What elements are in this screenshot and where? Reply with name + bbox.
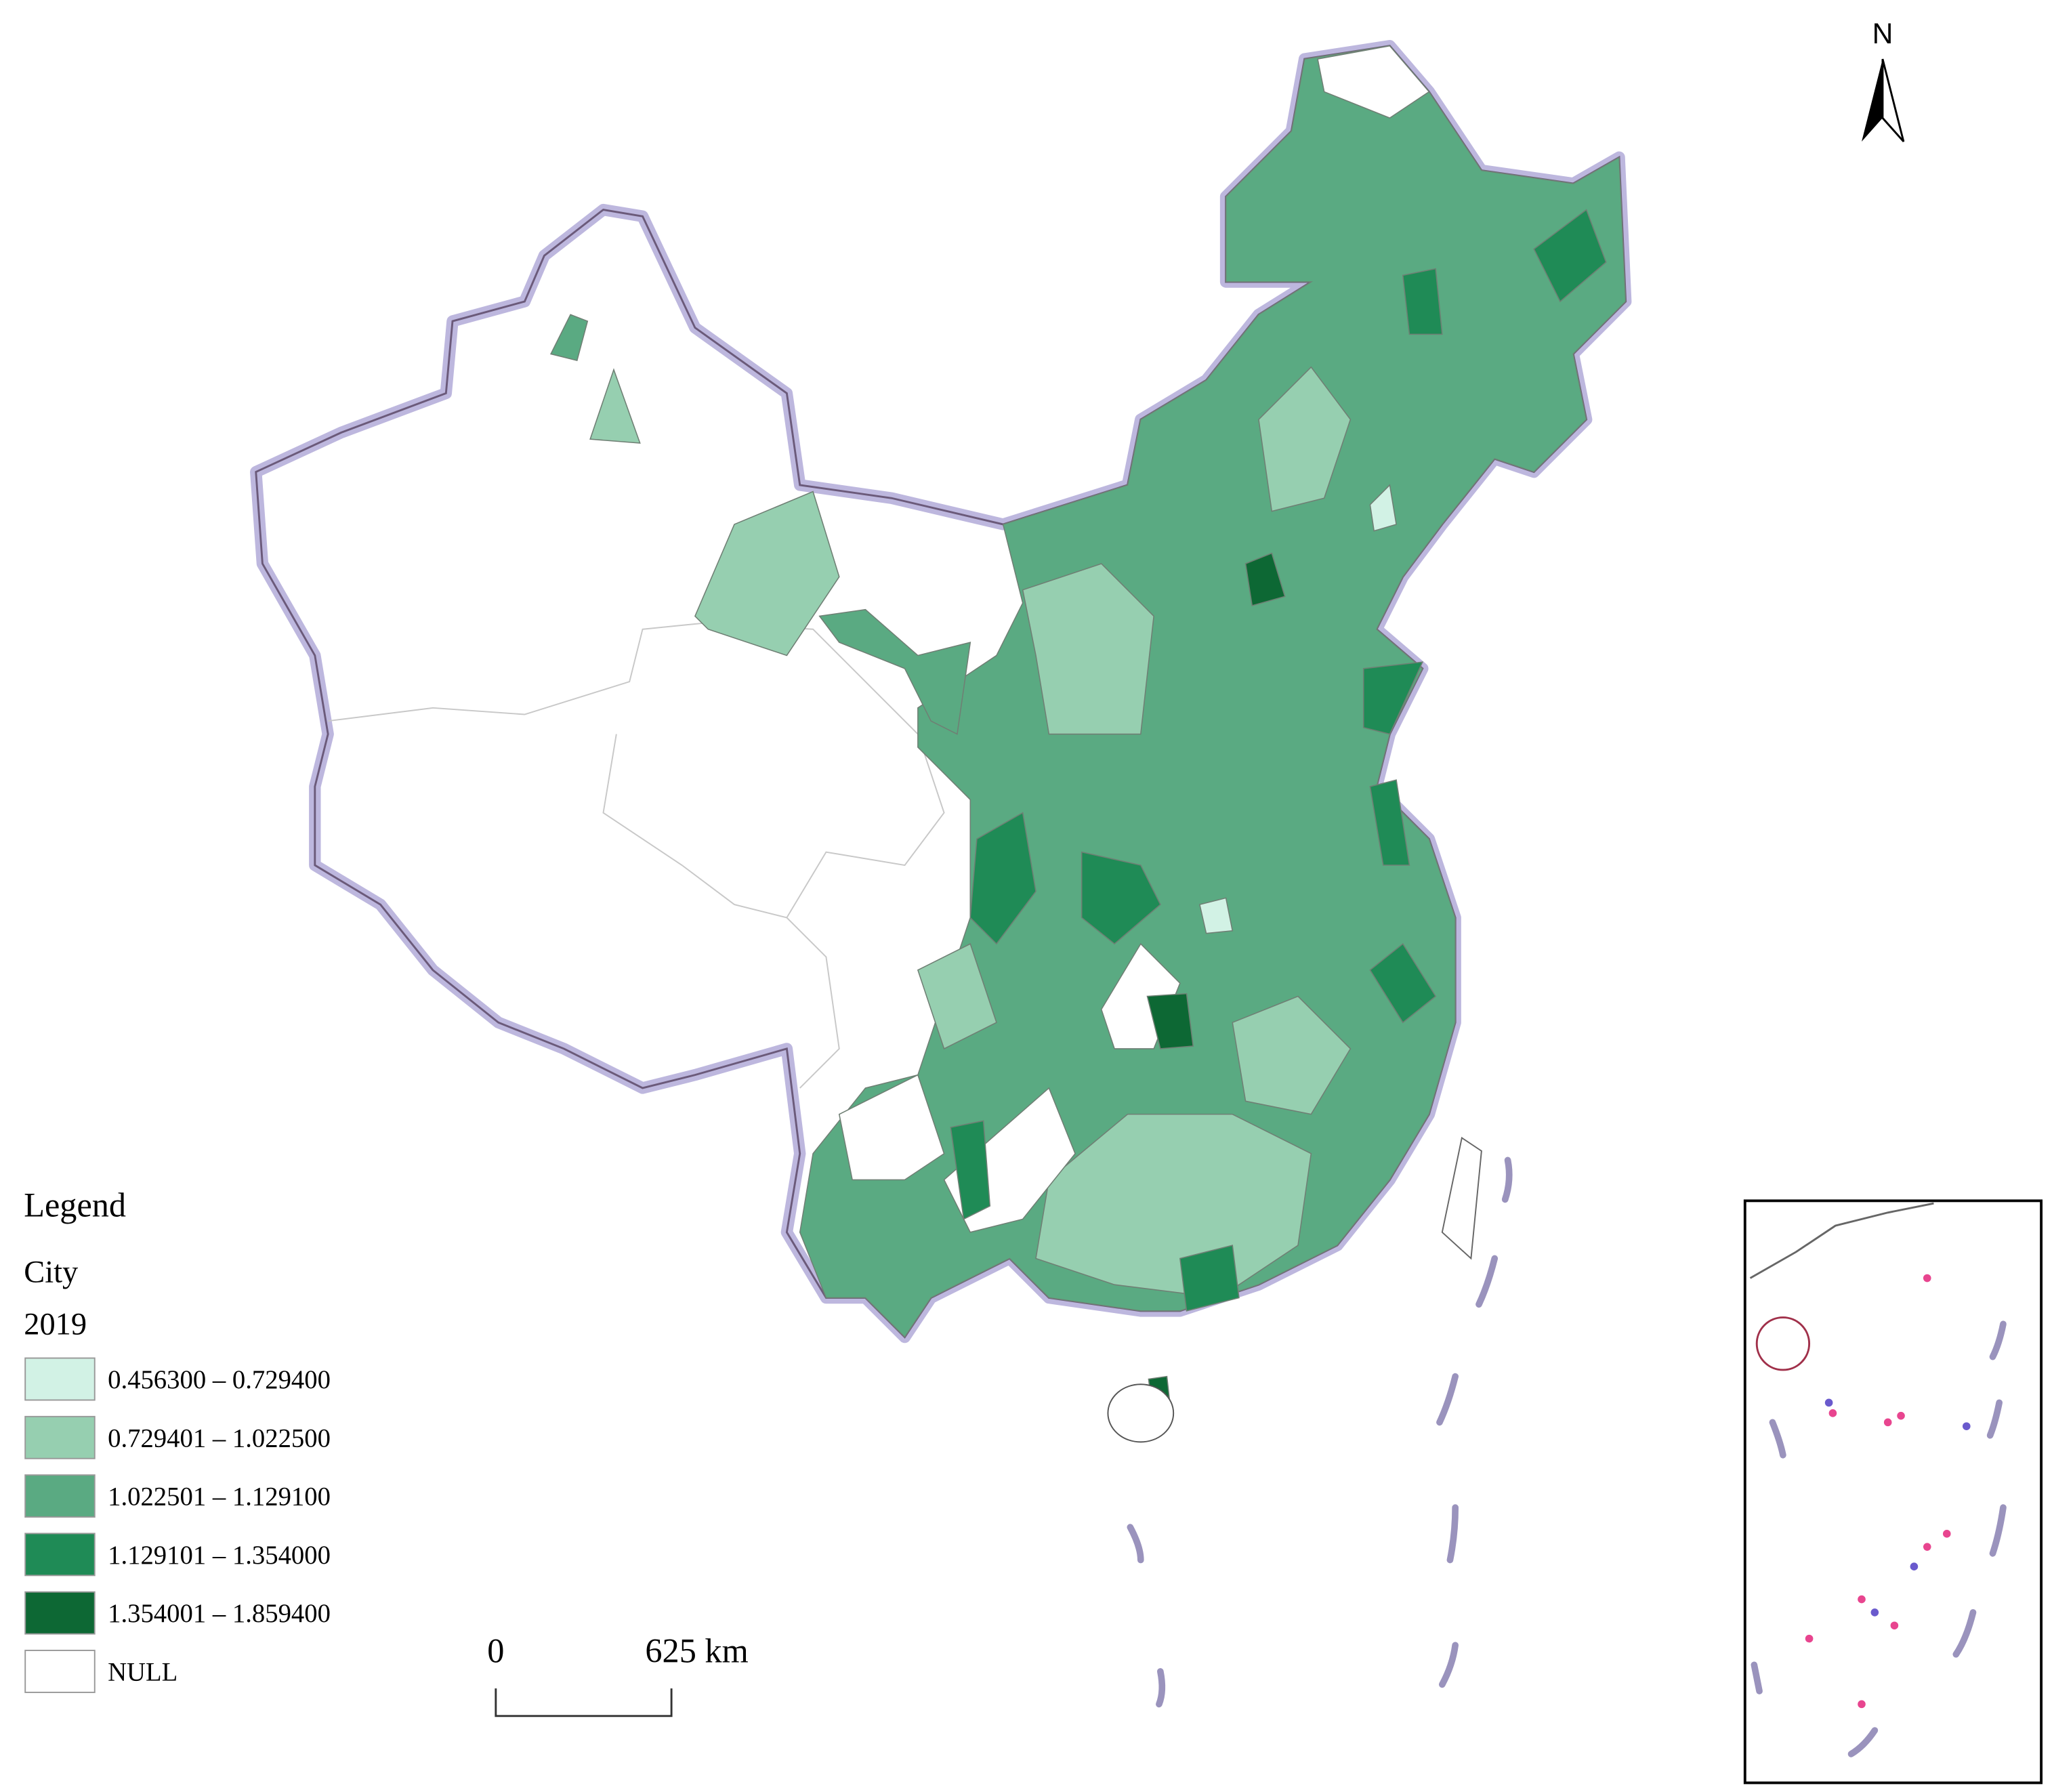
reef (1910, 1562, 1919, 1571)
region (917, 943, 997, 1050)
reef (1870, 1608, 1879, 1617)
inset-dash (1952, 1609, 1977, 1658)
boundary-dash (1501, 1157, 1513, 1203)
legend-label: 1.129101 – 1.354000 (108, 1541, 331, 1570)
boundary-dash (1438, 1642, 1459, 1688)
boundary-dash (1127, 1524, 1144, 1564)
region (1402, 268, 1443, 335)
region (950, 1120, 991, 1220)
legend-swatch (24, 1415, 96, 1459)
legend-swatch (24, 1591, 96, 1635)
region (1198, 897, 1234, 934)
legend-swatch (24, 1474, 96, 1518)
island (1441, 1136, 1482, 1260)
region (1081, 851, 1161, 945)
inset-dash (1989, 1504, 2007, 1557)
reef (1828, 1409, 1837, 1417)
reef (1858, 1700, 1866, 1709)
region (589, 368, 641, 444)
region (1146, 993, 1194, 1049)
region (969, 812, 1037, 945)
region (818, 608, 971, 735)
inset-reefs (1824, 1398, 1971, 1617)
region (1533, 209, 1607, 303)
reef (1897, 1411, 1905, 1420)
north-arrow (1881, 58, 1905, 142)
legend-swatch (24, 1650, 96, 1693)
reef (1890, 1621, 1899, 1630)
region (1362, 661, 1424, 735)
legend-layer: City (24, 1255, 79, 1289)
island (1107, 1383, 1175, 1443)
legend-swatch (24, 1357, 96, 1401)
north-label: N (1872, 18, 1893, 50)
inset-dash (1847, 1727, 1879, 1757)
province-border (602, 734, 787, 919)
region (1317, 45, 1430, 119)
reef (1942, 1530, 1951, 1538)
legend-label: 0.729401 – 1.022500 (108, 1424, 331, 1453)
region (1244, 552, 1286, 606)
inset-frame (1743, 1199, 2043, 1785)
region (838, 1074, 945, 1181)
inset-coast (1749, 1202, 1934, 1279)
boundary-dash (1475, 1255, 1499, 1308)
region (549, 314, 589, 362)
legend-label: 1.022501 – 1.129100 (108, 1483, 331, 1512)
reef (1805, 1634, 1814, 1643)
reef (1923, 1543, 1931, 1551)
scale-start: 0 (487, 1631, 504, 1669)
inset-dash (1751, 1661, 1763, 1694)
region (1022, 563, 1154, 735)
legend-label: 0.456300 – 0.729400 (108, 1366, 331, 1394)
reef (1858, 1595, 1866, 1604)
reef (1824, 1398, 1833, 1407)
scale-bar (495, 1688, 673, 1717)
boundary-dash (1446, 1504, 1459, 1564)
legend-label: 1.354001 – 1.859400 (108, 1600, 331, 1628)
legend-items: 0.456300 – 0.729400 0.729401 – 1.022500 1.… (24, 1357, 331, 1693)
region (1258, 366, 1352, 512)
region (1369, 484, 1397, 532)
boundary-dash (1436, 1373, 1459, 1426)
north-arrow (1861, 59, 1883, 142)
inset-dash (1986, 1399, 2003, 1439)
legend-title: Legend (24, 1186, 126, 1224)
reef (1883, 1418, 1892, 1427)
inset-reefs (1805, 1274, 1951, 1709)
region (1232, 995, 1352, 1115)
region (799, 45, 1627, 1338)
region (1179, 1245, 1240, 1312)
region (694, 491, 840, 657)
legend-swatch (24, 1533, 96, 1577)
region (1035, 1113, 1312, 1299)
region (1369, 779, 1410, 866)
inset-dash (1769, 1419, 1786, 1459)
inset-dash (1989, 1320, 2007, 1360)
region (1369, 942, 1437, 1024)
legend-label: NULL (108, 1659, 177, 1687)
legend-year: 2019 (24, 1308, 87, 1342)
reef (1962, 1422, 1971, 1430)
scale-end: 625 km (645, 1631, 748, 1669)
reef (1923, 1274, 1931, 1283)
inset-island (1755, 1316, 1811, 1371)
boundary-dash (1156, 1668, 1166, 1708)
